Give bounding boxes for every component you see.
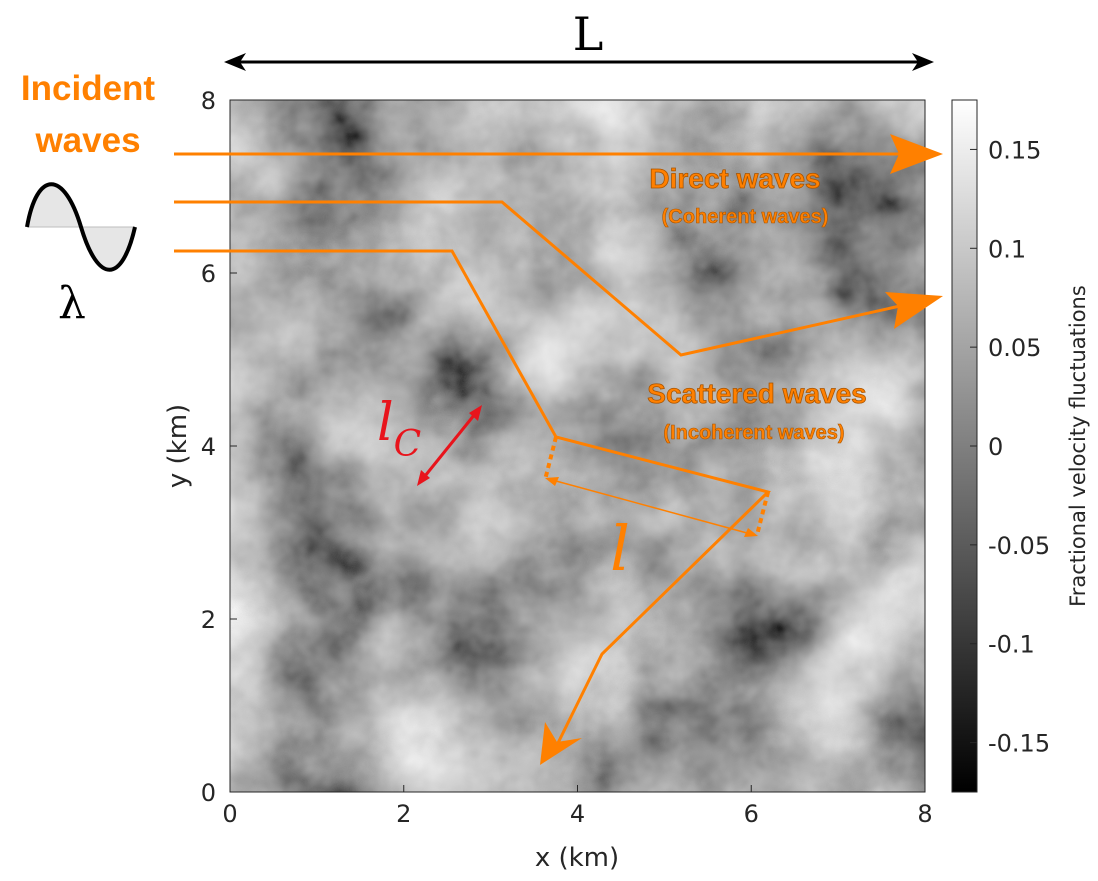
incident-waves-label-line2: waves bbox=[34, 121, 140, 160]
scattered-waves-subtitle: (Incoherent waves) bbox=[663, 422, 844, 444]
wave-sine-icon bbox=[25, 182, 137, 272]
colorbar-tick-label: -0.15 bbox=[988, 730, 1050, 758]
y-tick-label: 8 bbox=[201, 87, 216, 115]
x-tick-label: 6 bbox=[744, 800, 759, 828]
colorbar-tick-label: 0.15 bbox=[988, 136, 1041, 164]
correlation-length-arrow bbox=[417, 405, 482, 486]
y-axis-label: y (km) bbox=[163, 404, 193, 488]
colorbar-tick-label: -0.1 bbox=[988, 631, 1035, 659]
y-tick-label: 2 bbox=[201, 606, 216, 634]
direct-waves-title: Direct waves bbox=[649, 163, 820, 194]
correlation-length-subscript: C bbox=[394, 424, 422, 465]
domain-length-label: L bbox=[573, 7, 604, 61]
mean-free-path-marker bbox=[543, 436, 770, 537]
incident-waves-label-line1: Incident bbox=[21, 69, 156, 108]
x-tick-label: 2 bbox=[396, 800, 411, 828]
y-tick-label: 0 bbox=[201, 779, 216, 807]
colorbar-ticks: 0.15 0.1 0.05 0 -0.05 -0.1 -0.15 bbox=[970, 136, 1050, 758]
direct-ray-arrowhead bbox=[890, 134, 943, 174]
domain-length-arrow bbox=[224, 53, 934, 71]
colorbar-tick-label: 0.05 bbox=[988, 334, 1041, 362]
mean-free-path-label: l bbox=[610, 512, 630, 585]
direct-waves-subtitle: (Coherent waves) bbox=[662, 206, 829, 228]
colorbar-tick-label: 0.1 bbox=[988, 235, 1026, 263]
correlation-length-symbol: l bbox=[377, 393, 394, 453]
y-tick-label: 4 bbox=[201, 433, 216, 461]
y-axis-ticks: 0 2 4 6 8 bbox=[201, 87, 237, 807]
colorbar-label: Fractional velocity fluctuations bbox=[1066, 285, 1090, 607]
colorbar-tick-label: -0.05 bbox=[988, 532, 1050, 560]
scattered-waves-title: Scattered waves bbox=[647, 378, 866, 409]
multiple-scattered-ray-arrowhead bbox=[540, 722, 582, 765]
x-tick-label: 0 bbox=[222, 800, 237, 828]
multiple-scattered-ray bbox=[174, 249, 771, 746]
correlation-length-label: lC bbox=[377, 393, 421, 465]
ray-paths bbox=[174, 152, 901, 746]
x-axis-label: x (km) bbox=[535, 843, 619, 873]
single-scattered-ray bbox=[174, 200, 901, 357]
wavelength-label: λ bbox=[58, 278, 86, 329]
x-axis-ticks: 0 2 4 6 8 bbox=[222, 785, 933, 828]
x-tick-label: 4 bbox=[570, 800, 585, 828]
heatmap-field bbox=[230, 100, 925, 792]
scattered-ray-arrowhead bbox=[885, 292, 943, 329]
x-tick-label: 8 bbox=[917, 800, 932, 828]
y-tick-label: 6 bbox=[201, 260, 216, 288]
colorbar-tick-label: 0 bbox=[988, 433, 1003, 461]
